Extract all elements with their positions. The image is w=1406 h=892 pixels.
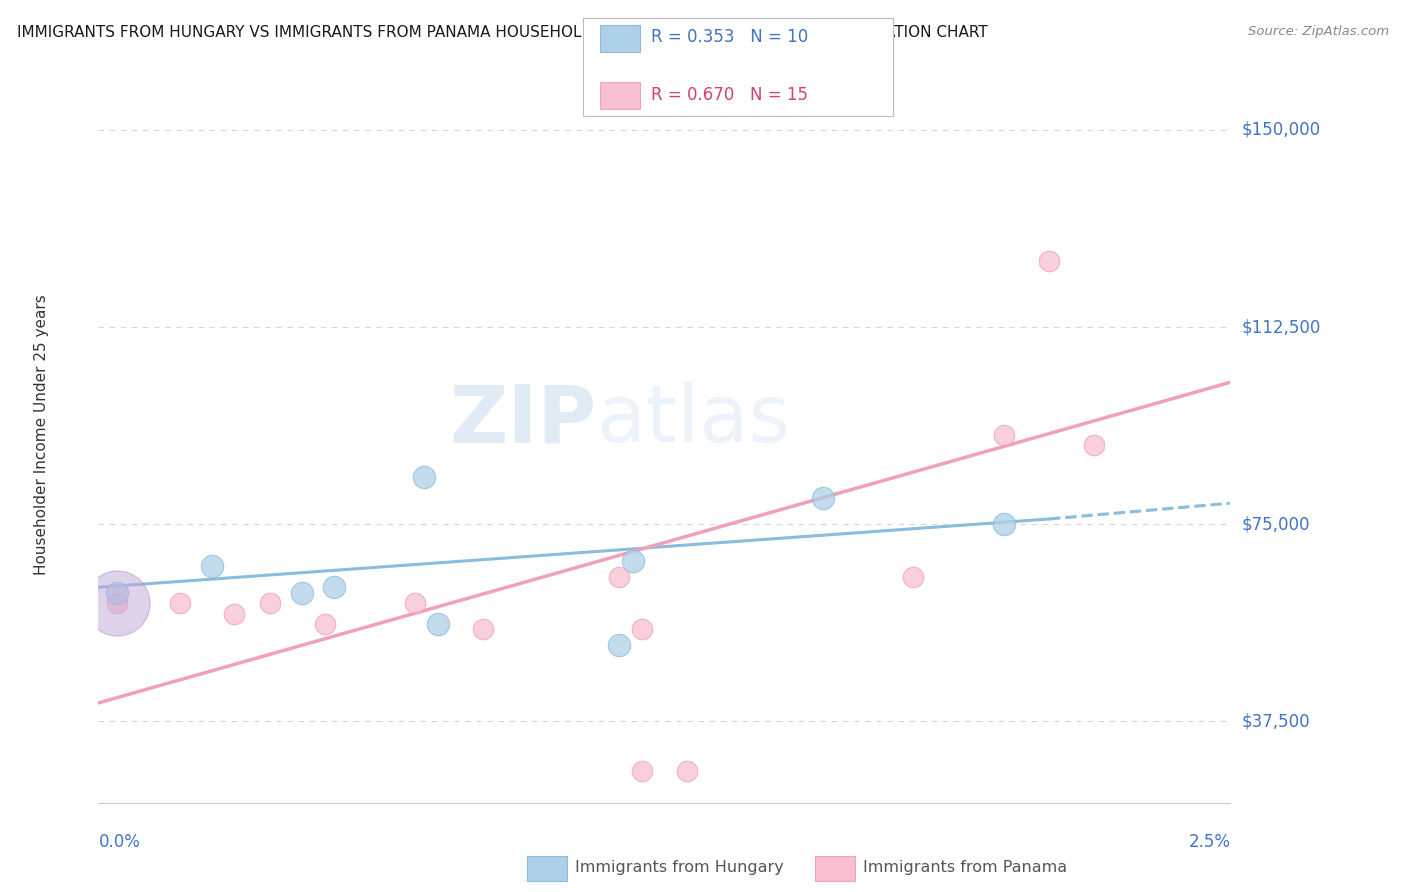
Text: $150,000: $150,000: [1241, 121, 1320, 139]
Point: [427, 617, 450, 632]
Point: [105, 596, 128, 610]
Point: [105, 596, 128, 610]
Point: [322, 580, 344, 594]
Point: [993, 428, 1015, 442]
Point: [811, 491, 834, 505]
Point: [259, 596, 281, 610]
Point: [630, 764, 652, 779]
Text: 2.5%: 2.5%: [1188, 833, 1230, 851]
Point: [1038, 254, 1060, 268]
Point: [404, 596, 426, 610]
Point: [630, 623, 652, 637]
Text: R = 0.353   N = 10: R = 0.353 N = 10: [651, 29, 808, 46]
Point: [169, 596, 191, 610]
Point: [291, 585, 314, 599]
Text: Householder Income Under 25 years: Householder Income Under 25 years: [34, 294, 49, 575]
Text: Immigrants from Panama: Immigrants from Panama: [863, 860, 1067, 874]
Text: ZIP: ZIP: [449, 381, 596, 459]
Point: [224, 607, 246, 621]
Point: [903, 570, 925, 584]
Text: $75,000: $75,000: [1241, 516, 1310, 533]
Text: Source: ZipAtlas.com: Source: ZipAtlas.com: [1249, 25, 1389, 38]
Point: [676, 764, 699, 779]
Point: [314, 617, 336, 632]
Text: 0.0%: 0.0%: [98, 833, 141, 851]
Point: [621, 554, 644, 568]
Text: $37,500: $37,500: [1241, 713, 1310, 731]
Point: [472, 623, 495, 637]
Text: $112,500: $112,500: [1241, 318, 1320, 336]
Point: [201, 559, 224, 574]
Point: [1083, 438, 1105, 452]
Point: [413, 470, 436, 484]
Text: R = 0.670   N = 15: R = 0.670 N = 15: [651, 86, 808, 103]
Point: [607, 570, 630, 584]
Text: IMMIGRANTS FROM HUNGARY VS IMMIGRANTS FROM PANAMA HOUSEHOLDER INCOME UNDER 25 YE: IMMIGRANTS FROM HUNGARY VS IMMIGRANTS FR…: [17, 25, 987, 40]
Point: [105, 585, 128, 599]
Point: [993, 517, 1015, 532]
Point: [607, 638, 630, 652]
Text: Immigrants from Hungary: Immigrants from Hungary: [575, 860, 783, 874]
Text: atlas: atlas: [596, 381, 790, 459]
